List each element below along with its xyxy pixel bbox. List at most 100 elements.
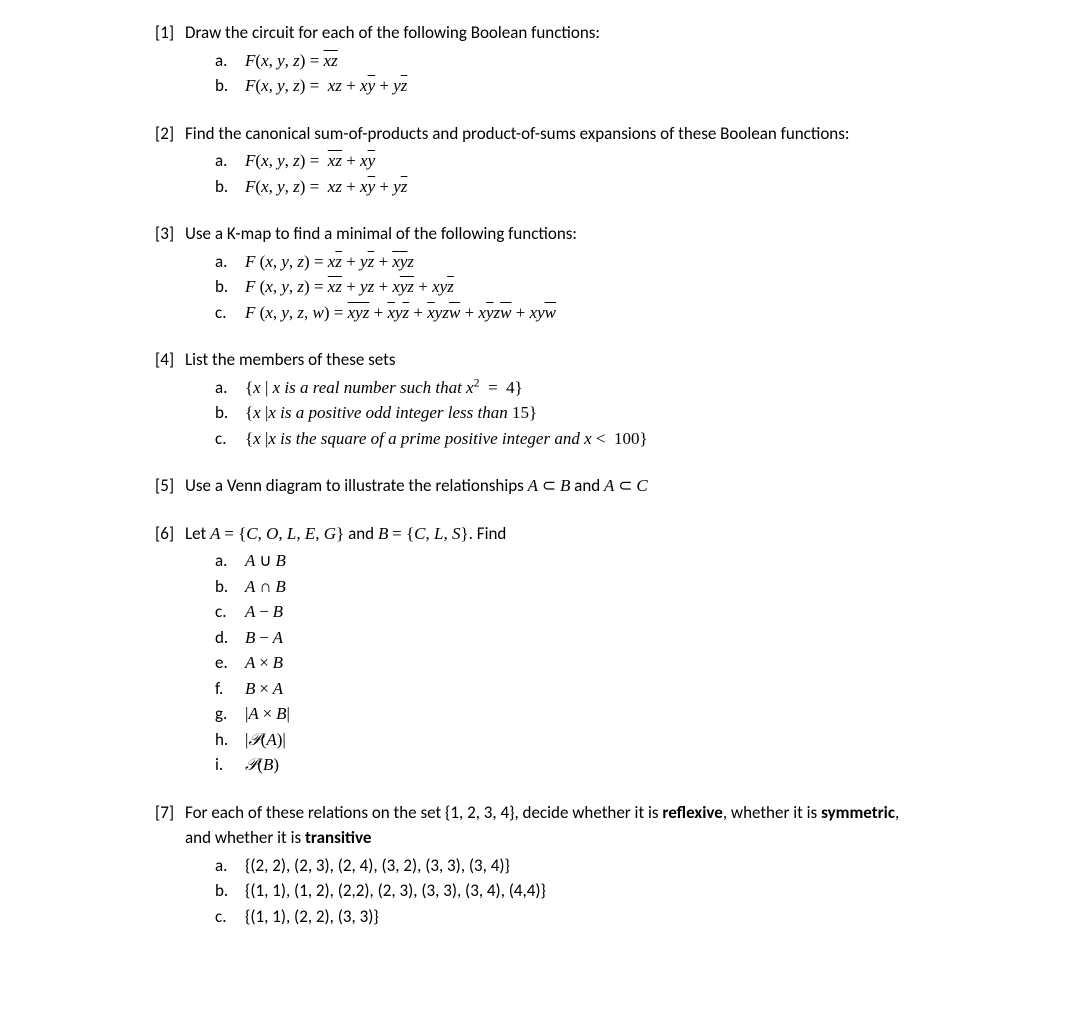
sub-list: a.F(x, y, z) = xzb.F(x, y, z) = xz + xy …: [215, 48, 921, 99]
sub-letter: d.: [215, 625, 245, 651]
problem-number: [4]: [155, 347, 185, 373]
sub-content: F(x, y, z) = xz + xy + yz: [245, 174, 921, 200]
sub-item: g.|A × B|: [215, 701, 921, 727]
sub-letter: b.: [215, 878, 245, 904]
sub-item: b.F (x, y, z) = xz + yz + xyz + xyz: [215, 274, 921, 300]
sub-letter: i.: [215, 752, 245, 778]
sub-content: F(x, y, z) = xz + xy + yz: [245, 73, 921, 99]
sub-content: {(1, 1), (1, 2), (2,2), (2, 3), (3, 3), …: [245, 878, 921, 904]
problem: [6]Let A = {C, O, L, E, G} and B = {C, L…: [155, 521, 921, 778]
problem-text: Use a Venn diagram to illustrate the rel…: [185, 473, 921, 499]
sub-letter: c.: [215, 426, 245, 452]
problem-header: [1]Draw the circuit for each of the foll…: [155, 20, 921, 46]
sub-item: b.F(x, y, z) = xz + xy + yz: [215, 73, 921, 99]
sub-item: h.|𝒫(A)|: [215, 727, 921, 753]
problem-text: For each of these relations on the set {…: [185, 800, 921, 851]
sub-item: d.B − A: [215, 625, 921, 651]
sub-content: A ∪ B: [245, 548, 921, 574]
sub-letter: b.: [215, 400, 245, 426]
sub-item: a.{(2, 2), (2, 3), (2, 4), (3, 2), (3, 3…: [215, 853, 921, 879]
problem-header: [6]Let A = {C, O, L, E, G} and B = {C, L…: [155, 521, 921, 547]
sub-list: a.{(2, 2), (2, 3), (2, 4), (3, 2), (3, 3…: [215, 853, 921, 930]
sub-item: a.{x | x is a real number such that x2 =…: [215, 375, 921, 401]
sub-item: c.A − B: [215, 599, 921, 625]
sub-letter: e.: [215, 650, 245, 676]
sub-content: F(x, y, z) = xz: [245, 48, 921, 74]
problem: [2]Find the canonical sum-of-products an…: [155, 121, 921, 200]
sub-list: a.F (x, y, z) = xz + yz + xyzb.F (x, y, …: [215, 249, 921, 326]
sub-list: a.F(x, y, z) = xz + xyb.F(x, y, z) = xz …: [215, 148, 921, 199]
sub-content: {x |x is a positive odd integer less tha…: [245, 400, 921, 426]
document-body: [1]Draw the circuit for each of the foll…: [155, 20, 921, 929]
sub-item: i.𝒫(B): [215, 752, 921, 778]
sub-letter: c.: [215, 904, 245, 930]
sub-letter: b.: [215, 574, 245, 600]
sub-content: |A × B|: [245, 701, 921, 727]
problem-header: [3]Use a K-map to find a minimal of the …: [155, 221, 921, 247]
sub-letter: g.: [215, 701, 245, 727]
sub-content: A ∩ B: [245, 574, 921, 600]
sub-content: F (x, y, z) = xz + yz + xyz + xyz: [245, 274, 921, 300]
problem-header: [7]For each of these relations on the se…: [155, 800, 921, 851]
sub-item: b.F(x, y, z) = xz + xy + yz: [215, 174, 921, 200]
sub-letter: c.: [215, 300, 245, 326]
sub-item: e.A × B: [215, 650, 921, 676]
sub-content: {(2, 2), (2, 3), (2, 4), (3, 2), (3, 3),…: [245, 853, 921, 879]
sub-content: {x |x is the square of a prime positive …: [245, 426, 921, 452]
problem-header: [5]Use a Venn diagram to illustrate the …: [155, 473, 921, 499]
problem: [1]Draw the circuit for each of the foll…: [155, 20, 921, 99]
sub-letter: b.: [215, 174, 245, 200]
problem-header: [2]Find the canonical sum-of-products an…: [155, 121, 921, 147]
problem-number: [6]: [155, 521, 185, 547]
problem-text: Use a K-map to find a minimal of the fol…: [185, 221, 921, 247]
problem: [7]For each of these relations on the se…: [155, 800, 921, 930]
sub-letter: a.: [215, 548, 245, 574]
sub-letter: a.: [215, 249, 245, 275]
sub-letter: a.: [215, 375, 245, 401]
sub-content: F (x, y, z) = xz + yz + xyz: [245, 249, 921, 275]
sub-content: B × A: [245, 676, 921, 702]
problem: [4]List the members of these setsa.{x | …: [155, 347, 921, 451]
sub-letter: h.: [215, 727, 245, 753]
problem-number: [7]: [155, 800, 185, 851]
problem-text: Draw the circuit for each of the followi…: [185, 20, 921, 46]
sub-list: a.{x | x is a real number such that x2 =…: [215, 375, 921, 452]
sub-letter: b.: [215, 73, 245, 99]
problem-header: [4]List the members of these sets: [155, 347, 921, 373]
problem-number: [5]: [155, 473, 185, 499]
sub-content: A − B: [245, 599, 921, 625]
sub-letter: b.: [215, 274, 245, 300]
sub-item: c.{x |x is the square of a prime positiv…: [215, 426, 921, 452]
sub-letter: a.: [215, 48, 245, 74]
sub-content: {x | x is a real number such that x2 = 4…: [245, 375, 921, 401]
sub-content: F(x, y, z) = xz + xy: [245, 148, 921, 174]
problem-text: Find the canonical sum-of-products and p…: [185, 121, 921, 147]
sub-item: c.{(1, 1), (2, 2), (3, 3)}: [215, 904, 921, 930]
problem-number: [3]: [155, 221, 185, 247]
sub-content: |𝒫(A)|: [245, 727, 921, 753]
sub-content: F (x, y, z, w) = xyz + xyz + xyzw + xyzw…: [245, 300, 921, 326]
sub-content: {(1, 1), (2, 2), (3, 3)}: [245, 904, 921, 930]
sub-item: b.{x |x is a positive odd integer less t…: [215, 400, 921, 426]
sub-item: a.A ∪ B: [215, 548, 921, 574]
sub-item: a.F(x, y, z) = xz: [215, 48, 921, 74]
sub-letter: a.: [215, 148, 245, 174]
sub-letter: a.: [215, 853, 245, 879]
problem: [5]Use a Venn diagram to illustrate the …: [155, 473, 921, 499]
problem-number: [2]: [155, 121, 185, 147]
sub-list: a.A ∪ Bb.A ∩ Bc.A − Bd.B − Ae.A × Bf.B ×…: [215, 548, 921, 778]
sub-letter: f.: [215, 676, 245, 702]
sub-item: f.B × A: [215, 676, 921, 702]
sub-item: a.F(x, y, z) = xz + xy: [215, 148, 921, 174]
sub-item: b.{(1, 1), (1, 2), (2,2), (2, 3), (3, 3)…: [215, 878, 921, 904]
sub-item: b.A ∩ B: [215, 574, 921, 600]
problem: [3]Use a K-map to find a minimal of the …: [155, 221, 921, 325]
sub-item: a.F (x, y, z) = xz + yz + xyz: [215, 249, 921, 275]
problem-text: List the members of these sets: [185, 347, 921, 373]
sub-item: c.F (x, y, z, w) = xyz + xyz + xyzw + xy…: [215, 300, 921, 326]
problem-text: Let A = {C, O, L, E, G} and B = {C, L, S…: [185, 521, 921, 547]
sub-letter: c.: [215, 599, 245, 625]
sub-content: B − A: [245, 625, 921, 651]
sub-content: 𝒫(B): [245, 752, 921, 778]
problem-number: [1]: [155, 20, 185, 46]
